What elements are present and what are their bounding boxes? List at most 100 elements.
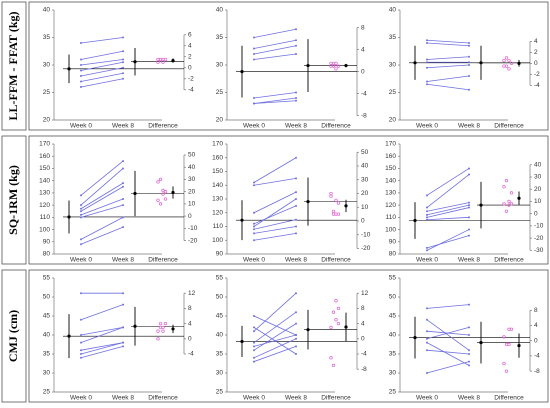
- y2-tick-label: 20: [361, 190, 369, 197]
- y2-tick-label: 30: [534, 174, 542, 181]
- week8-point: [122, 72, 124, 75]
- y-tick-label: 170: [212, 141, 223, 148]
- y-tick-label: 110: [213, 223, 224, 230]
- week8-point: [295, 28, 297, 31]
- y2-tick-label: 0: [361, 68, 365, 75]
- difference-point: [334, 198, 338, 203]
- week8-point: [122, 226, 124, 229]
- mean-point: [67, 67, 71, 71]
- week0-point: [253, 53, 255, 55]
- paired-line: [80, 342, 124, 355]
- x-tick-label: Week 0: [243, 395, 265, 402]
- x-tick-label: Difference: [494, 123, 524, 130]
- y-tick-label: 35: [216, 351, 224, 358]
- week8-point: [468, 75, 470, 77]
- difference-point: [156, 329, 160, 333]
- y-tick-label: 30: [389, 370, 397, 377]
- difference-point: [504, 209, 509, 213]
- difference-point: [336, 306, 341, 311]
- y-tick-label: 130: [385, 190, 396, 197]
- y-tick-label: 45: [216, 313, 224, 320]
- paired-line: [80, 72, 124, 82]
- paired-line: [80, 204, 124, 218]
- row-label-box: [1, 1, 27, 131]
- difference-point: [336, 201, 341, 205]
- mean-point: [240, 339, 244, 344]
- mean-difference: [344, 325, 348, 329]
- mean-point: [240, 70, 244, 74]
- mean-point: [306, 200, 310, 204]
- mean-point: [133, 191, 137, 196]
- y-tick-label: 90: [389, 238, 397, 245]
- week8-point: [295, 91, 297, 94]
- mean-difference: [171, 190, 175, 195]
- x-tick-label: Week 8: [285, 395, 307, 402]
- paired-line: [80, 59, 124, 66]
- y-tick-label: 35: [43, 34, 51, 41]
- week8-point: [468, 42, 470, 44]
- y-tick-label: 35: [389, 351, 397, 358]
- paired-line: [253, 92, 297, 99]
- difference-point: [502, 335, 506, 339]
- y2-tick-label: 12: [188, 290, 196, 297]
- y2-tick-label: 6: [188, 31, 192, 38]
- week8-point: [468, 349, 470, 352]
- x-tick-label: Difference: [148, 395, 178, 402]
- y2-tick-label: 50: [361, 149, 369, 156]
- week8-point: [295, 292, 297, 295]
- week8-point: [468, 206, 470, 209]
- y-tick-label: 40: [216, 7, 224, 14]
- y-tick-label: 130: [39, 190, 50, 197]
- x-tick-label: Week 8: [285, 257, 307, 264]
- week0-point: [253, 232, 255, 235]
- week0-point: [426, 206, 428, 209]
- y2-tick-label: -4: [361, 90, 367, 97]
- row-box: [28, 135, 549, 265]
- week8-point: [295, 218, 297, 221]
- difference-point: [504, 64, 509, 68]
- week0-point: [80, 334, 82, 336]
- difference-point: [507, 58, 511, 63]
- y-tick-label: 40: [43, 7, 51, 14]
- week0-point: [426, 330, 428, 333]
- difference-point: [329, 194, 333, 198]
- week0-point: [426, 337, 428, 340]
- y2-tick-label: 0: [534, 60, 538, 67]
- difference-point: [334, 61, 338, 65]
- week8-point: [295, 177, 297, 180]
- y-tick-label: 100: [385, 226, 396, 233]
- week0-point: [426, 210, 428, 213]
- difference-point: [161, 329, 165, 333]
- y2-tick-label: 0: [188, 64, 192, 71]
- week8-point: [295, 198, 297, 200]
- paired-line: [426, 83, 470, 91]
- week0-point: [426, 66, 428, 69]
- week8-point: [122, 58, 124, 61]
- difference-point: [502, 185, 506, 189]
- week0-point: [253, 345, 255, 348]
- difference-point: [161, 60, 165, 64]
- paired-line: [253, 177, 297, 186]
- paired-line: [253, 205, 297, 225]
- week0-point: [80, 213, 82, 216]
- paired-line: [80, 37, 124, 44]
- paired-line: [426, 342, 470, 366]
- week8-point: [295, 204, 297, 207]
- difference-point: [331, 64, 336, 68]
- mean-point: [479, 203, 483, 207]
- week8-point: [295, 53, 297, 55]
- y-tick-label: 45: [389, 313, 397, 320]
- week0-point: [80, 349, 82, 352]
- paired-line: [80, 182, 124, 210]
- difference-point: [336, 321, 341, 326]
- week8-point: [295, 232, 297, 235]
- week8-point: [295, 191, 297, 194]
- x-tick-label: Difference: [494, 257, 524, 264]
- week8-point: [468, 44, 470, 47]
- y2-tick-label: -8: [361, 366, 367, 373]
- y2-tick-label: 40: [534, 161, 542, 168]
- week8-point: [468, 64, 470, 66]
- y2-tick-label: -4: [361, 351, 367, 358]
- y-tick-label: 25: [389, 89, 397, 96]
- y-tick-label: 150: [385, 165, 396, 172]
